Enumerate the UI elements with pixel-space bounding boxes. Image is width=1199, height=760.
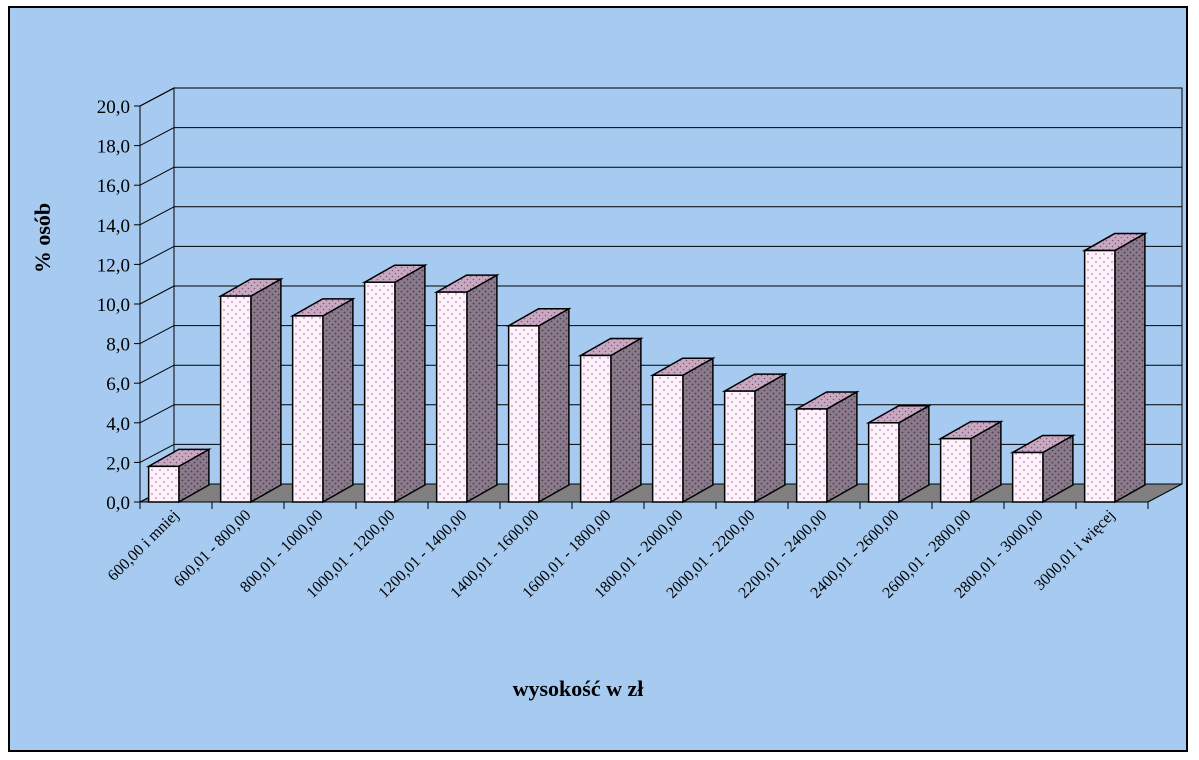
bar-side — [538, 307, 570, 504]
bar-side — [394, 263, 426, 504]
y-tick-label: 20,0 — [97, 97, 130, 118]
y-tick-label: 10,0 — [97, 295, 130, 316]
bar-front — [651, 374, 684, 503]
y-tick-label: 6,0 — [106, 374, 130, 395]
gridline-side — [139, 404, 175, 424]
bar — [865, 404, 932, 504]
y-tick-label: 0,0 — [106, 493, 130, 514]
bar — [937, 420, 1004, 504]
bar — [649, 356, 716, 504]
bar — [1009, 434, 1076, 504]
bar-chart: 0,02,04,06,08,010,012,014,016,018,020,0 … — [30, 87, 1183, 701]
bar-front — [219, 295, 252, 503]
y-tick-label: 12,0 — [97, 255, 130, 276]
x-tick-label: 600,01 - 800,00 — [171, 507, 255, 591]
bar-side — [1114, 232, 1146, 504]
gridline-side — [139, 443, 175, 463]
bar — [433, 273, 500, 504]
bar — [289, 297, 356, 504]
bar-side — [754, 372, 786, 504]
x-tick-label: 600,00 i mniej — [105, 507, 183, 585]
bar-front — [939, 437, 972, 503]
bars — [145, 232, 1148, 504]
bar-front — [579, 354, 612, 503]
bar — [1081, 232, 1148, 504]
bar-front — [867, 422, 900, 503]
bar-front — [435, 291, 468, 503]
bar-front — [1083, 249, 1116, 503]
bar-front — [147, 465, 180, 503]
y-tick-label: 8,0 — [106, 335, 130, 356]
chart-frame: 0,0 2,0 4,0 6,0 8,0 10,0 12,0 14,0 16,0 18,0 20,0 … — [8, 6, 1188, 752]
bar — [793, 390, 860, 504]
bar — [505, 307, 572, 504]
gridline-side — [139, 166, 175, 186]
bar-side — [826, 390, 858, 504]
bar-side — [610, 337, 642, 504]
y-tick-label: 14,0 — [97, 216, 130, 237]
y-tick-label: 2,0 — [106, 453, 130, 474]
y-tick-labels: 0,0 2,0 4,0 6,0 8,0 10,0 12,0 14,0 16,0 18,0 20,0 — [97, 97, 130, 514]
bar-front — [795, 408, 828, 503]
bar-front — [723, 390, 756, 503]
y-tick-label: 16,0 — [97, 176, 130, 197]
bar-front — [507, 325, 540, 503]
bar-front — [1011, 451, 1044, 503]
bar-front — [291, 315, 324, 503]
bar-side — [682, 356, 714, 504]
bar — [721, 372, 788, 504]
y-tick-label: 4,0 — [106, 414, 130, 435]
gridline-side — [139, 206, 175, 226]
gridline-side — [139, 127, 175, 147]
x-axis-title: wysokość w zł — [513, 676, 644, 701]
y-axis-title: % osób — [30, 203, 55, 273]
bar — [577, 337, 644, 504]
y-tick-label: 18,0 — [97, 137, 130, 158]
gridline-side — [139, 245, 175, 265]
axes — [134, 105, 1149, 509]
gridline-side — [139, 285, 175, 305]
bar — [217, 277, 284, 504]
bar — [145, 448, 212, 504]
gridline-side — [139, 87, 175, 107]
gridline-side — [139, 325, 175, 345]
bar-side — [322, 297, 354, 504]
gridline-side — [139, 364, 175, 384]
bar-front — [363, 281, 396, 503]
bar — [361, 263, 428, 504]
bar-side — [466, 273, 498, 504]
bar-side — [250, 277, 282, 504]
